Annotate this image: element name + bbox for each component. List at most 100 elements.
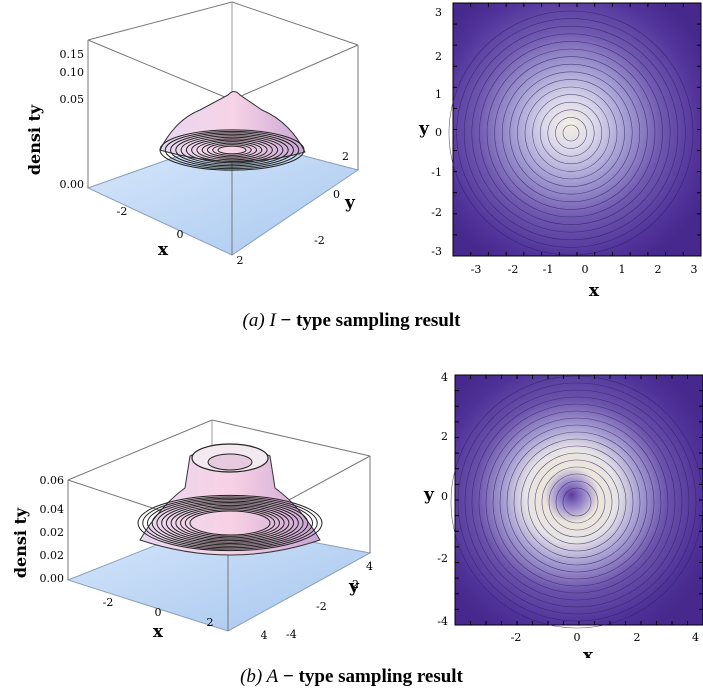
contour-b-xtick-2: 2 — [634, 631, 641, 644]
contour-plot-a: 3 2 1 0 -1 -2 -3 y -3 -2 -1 0 1 2 3 x — [418, 2, 702, 300]
contour-b-line-2 — [548, 473, 606, 531]
surface-a-zlabel: densi ty — [25, 104, 44, 175]
surface-a-contour-ring-3 — [201, 141, 263, 159]
contour-a-ytick-2: 1 — [435, 88, 442, 101]
surface-a-ztick-0: 0.00 — [60, 178, 85, 191]
contour-b-ytick-1: 2 — [441, 430, 448, 443]
surface-b-contour-ring-0 — [189, 510, 271, 536]
surface-a-contour-ring-7 — [180, 135, 284, 165]
surface-b-contour-ring-7 — [156, 500, 304, 546]
surface-a-xtick-1: 0 — [177, 228, 184, 241]
contour-b-line-12 — [478, 403, 676, 601]
surface-b-ring — [139, 445, 321, 556]
contour-b-xtick-3: 4 — [692, 631, 699, 644]
surface-a-ztick-1: 0.05 — [60, 93, 85, 106]
surface-b-xlabel: x — [153, 622, 164, 642]
contour-a-ytick-5: -2 — [431, 206, 442, 219]
contour-b-line-7 — [513, 438, 641, 566]
surface-a-contour-ring-11 — [159, 129, 305, 171]
surface-b-ztick-3: 0.06 — [40, 474, 65, 487]
surface-a-contour-ring-2 — [206, 142, 258, 158]
surface-b-contour-ring-1 — [184, 509, 276, 537]
surface-b-crater-inner — [207, 453, 253, 471]
surface-b-contour-ring-9 — [146, 497, 314, 549]
contour-b-line-0 — [562, 487, 592, 517]
contour-a-xtick-6: 3 — [691, 263, 698, 276]
contour-a-line-0 — [562, 124, 580, 142]
surface-plot-a: 0.15 0.10 0.05 0.00 densi ty -2 0 2 x 2 … — [25, 1, 360, 267]
surface-a-ytick-0: 2 — [342, 150, 349, 163]
surface-b-contour-ring-8 — [151, 499, 309, 547]
surface-b-contour-ring-3 — [175, 506, 285, 540]
surface-a-contour-ring-5 — [191, 138, 273, 162]
contour-b-line-11 — [485, 410, 669, 594]
surface-b-ztick-2: 0.04 — [40, 503, 65, 516]
contour-b-line-3 — [541, 466, 613, 538]
contour-a-line-2 — [547, 109, 595, 157]
surface-a-ztick-2: 0.10 — [60, 66, 85, 79]
surface-b-xtick-1: 0 — [155, 606, 162, 619]
surface-a-xlabel: x — [158, 240, 169, 260]
contour-a-xtick-3: 0 — [582, 263, 589, 276]
contour-b-line-16 — [450, 375, 703, 629]
surface-b-ztick-1: 0.02 — [40, 526, 65, 539]
contour-a-xtick-4: 1 — [619, 263, 626, 276]
contour-a-xtick-0: -3 — [471, 263, 482, 276]
panel-b-figures: 0.06 0.04 0.02 0.02 0.00 densi ty -2 0 2… — [11, 371, 703, 658]
contour-a-line-13 — [463, 25, 679, 241]
panel-a-figures: 0.15 0.10 0.05 0.00 densi ty -2 0 2 x 2 … — [25, 1, 702, 300]
contour-b-line-8 — [506, 431, 648, 573]
contour-b-ytick-3: -2 — [437, 552, 448, 565]
panel-b: 0.06 0.04 0.02 0.02 0.00 densi ty -2 0 2… — [0, 348, 703, 696]
surface-b-contour-ring-10 — [142, 496, 318, 550]
contour-a-xtick-1: -2 — [508, 263, 519, 276]
caption-a-letter: I — [269, 310, 276, 331]
surface-a-xtick-0: -2 — [117, 205, 128, 218]
contour-b-ytick-0: 4 — [441, 371, 448, 384]
surface-b-ytick-1: 2 — [352, 578, 359, 591]
surface-a-ztick-3: 0.15 — [60, 48, 85, 61]
surface-b-contour-ring-5 — [165, 503, 295, 543]
surface-a-contour-ring-0 — [217, 145, 247, 155]
contour-plot-b: 4 2 0 -2 -4 y -2 0 2 4 x — [423, 371, 703, 658]
contour-a-line-15 — [448, 10, 694, 256]
surface-a-contour-ring-10 — [164, 130, 300, 170]
contour-a-line-11 — [479, 41, 663, 225]
contour-a-ytick-0: 3 — [435, 6, 442, 19]
surface-b-contour-ring-2 — [180, 507, 280, 539]
caption-a: (a) I − type sampling result — [0, 310, 703, 332]
surface-a-contour-ring-6 — [185, 136, 279, 164]
surface-a-ytick-1: 0 — [333, 188, 340, 201]
contour-b-ytick-2: 0 — [441, 490, 448, 503]
caption-b: (b) A − type sampling result — [0, 666, 703, 688]
contour-b-line-15 — [457, 382, 697, 622]
surface-a-contour-ring-9 — [170, 132, 294, 168]
surface-b-ytick-3: -2 — [316, 600, 327, 613]
contour-b-line-5 — [527, 452, 627, 552]
contour-a-ytick-6: -3 — [431, 245, 442, 258]
surface-b-xtick-2: 2 — [207, 616, 214, 629]
contour-a-ylabel: y — [418, 119, 430, 139]
contour-a-xtick-2: -1 — [543, 263, 554, 276]
contour-a-line-7 — [509, 71, 633, 195]
contour-a-line-5 — [524, 86, 618, 180]
surface-b-contour-ring-11 — [137, 494, 323, 552]
caption-b-rest: − type sampling result — [278, 666, 463, 687]
surface-b-ytick-0: 4 — [366, 560, 373, 573]
contour-a-line-8 — [501, 63, 641, 203]
contour-a-line-4 — [532, 94, 610, 172]
caption-a-rest: − type sampling result — [275, 310, 461, 331]
contour-b-line-6 — [520, 445, 634, 559]
contour-b-line-9 — [499, 424, 655, 580]
contour-a-line-14 — [456, 18, 686, 248]
contour-a-xtick-5: 2 — [655, 263, 662, 276]
surface-b-ylabel: y — [348, 577, 360, 597]
contour-a-ytick-3: 0 — [435, 126, 442, 139]
contour-a-line-9 — [494, 56, 648, 210]
contour-a-area — [452, 2, 702, 257]
caption-a-prefix: (a) — [242, 310, 270, 331]
caption-b-prefix: (b) — [240, 666, 267, 687]
surface-b-contour-ring-6 — [161, 501, 299, 545]
contour-a-line-3 — [539, 101, 603, 165]
contour-b-ytick-4: -4 — [437, 615, 448, 628]
